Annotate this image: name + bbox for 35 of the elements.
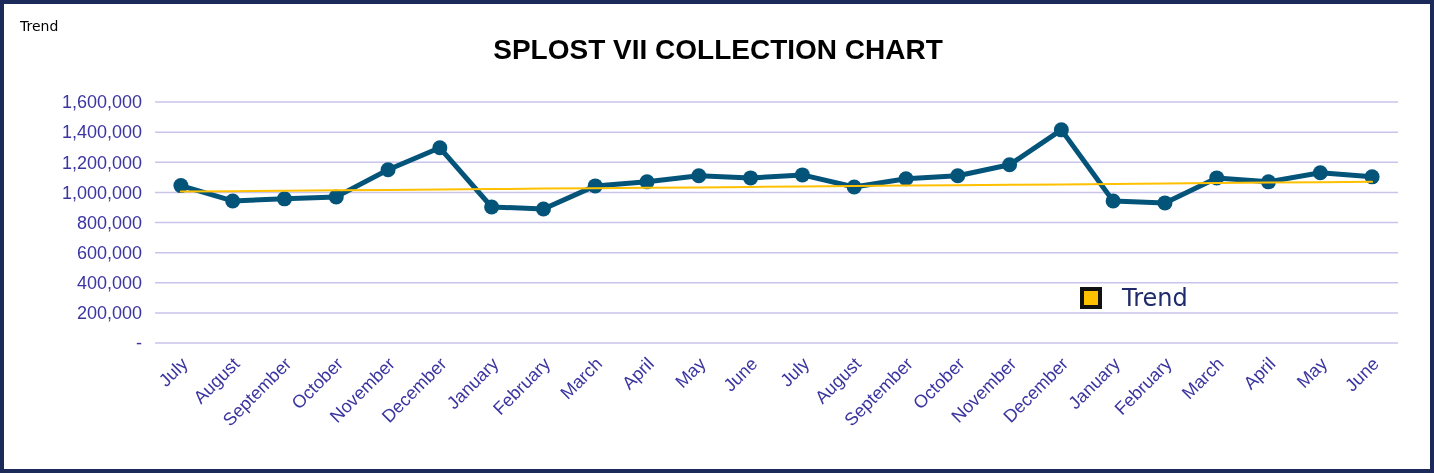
point [535, 201, 551, 217]
point [328, 189, 344, 205]
point [1312, 165, 1328, 181]
text: Trend [19, 18, 59, 34]
point [1053, 122, 1069, 138]
point [691, 168, 707, 184]
y-tick-label: 200,000 [76, 303, 142, 324]
point [225, 193, 241, 209]
y-tick-label: 1,000,000 [61, 182, 142, 203]
point [1364, 169, 1380, 185]
y-tick-label: 600,000 [76, 242, 142, 263]
point [950, 168, 966, 184]
point [794, 167, 810, 183]
chart-title: SPLOST VII COLLECTION CHART [493, 34, 943, 65]
point [743, 170, 759, 186]
x-tick-label: May [671, 353, 710, 392]
y-tick-label: 400,000 [76, 273, 142, 294]
point [173, 178, 189, 194]
point [1002, 157, 1018, 173]
point [276, 191, 292, 207]
y-tick-label: 1,400,000 [61, 122, 142, 143]
point [432, 140, 448, 156]
point [898, 171, 914, 187]
point [1105, 193, 1121, 209]
y-tick-label: 1,200,000 [61, 152, 142, 173]
y-tick-label: 800,000 [76, 212, 142, 233]
y-tick-label: 1,600,000 [61, 92, 142, 113]
x-tick-label: July [154, 353, 192, 391]
point [1157, 195, 1173, 211]
point [484, 199, 500, 215]
legend-label: Trend [1121, 284, 1188, 313]
x-tick-label: July [776, 353, 814, 391]
y-tick-label: - [136, 333, 142, 354]
point [380, 162, 396, 178]
x-tick-label: May [1292, 353, 1332, 392]
